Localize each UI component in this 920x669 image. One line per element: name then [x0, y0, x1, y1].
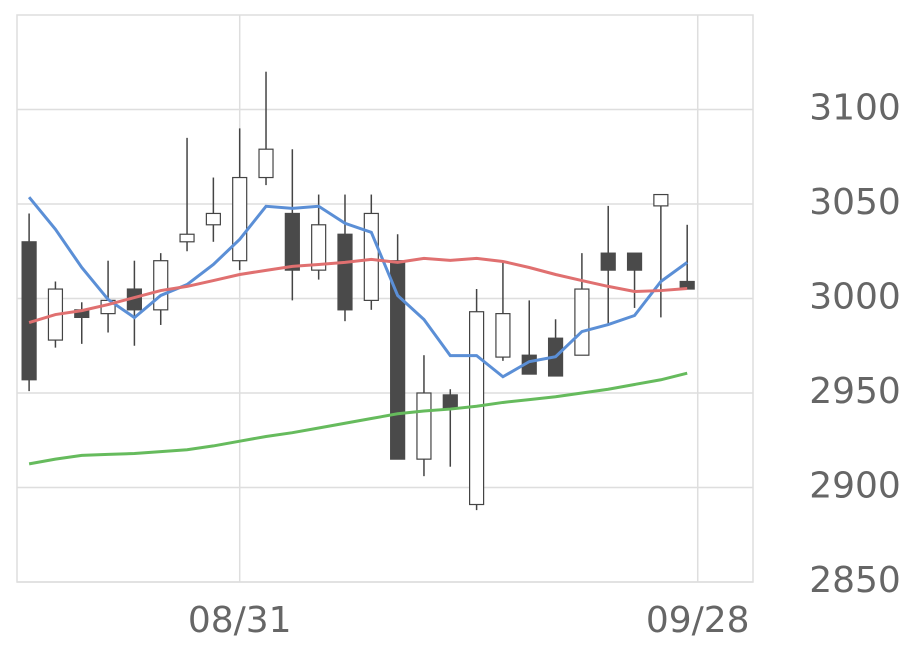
candle-body	[600, 252, 616, 271]
candle-body	[626, 252, 643, 271]
moving-average-line	[28, 256, 688, 324]
candle-body	[495, 313, 511, 358]
candle-body	[21, 241, 37, 381]
y-tick-label: 3000	[809, 277, 901, 318]
moving-average-line	[27, 196, 689, 379]
x-tick-label: 08/31	[188, 600, 292, 641]
candle-body	[416, 392, 432, 460]
candle-body	[232, 176, 248, 262]
candle-body	[284, 212, 300, 271]
candle-body	[205, 212, 221, 226]
candle-body	[179, 233, 195, 243]
candle-body	[574, 288, 590, 356]
candle-body	[442, 394, 458, 409]
candle-body	[653, 193, 669, 207]
candle-body	[311, 224, 327, 271]
candle-body	[363, 212, 379, 301]
y-tick-label: 3100	[809, 88, 901, 129]
x-tick-label: 09/28	[646, 600, 750, 641]
candle-body	[337, 233, 353, 311]
y-tick-label: 2900	[809, 466, 901, 507]
y-tick-label: 2950	[809, 371, 901, 412]
candle-body	[258, 148, 274, 179]
moving-average-line	[28, 371, 688, 466]
y-tick-label: 3050	[809, 182, 901, 223]
y-tick-label: 2850	[809, 560, 901, 601]
candle-body	[153, 260, 169, 311]
candle-body	[390, 260, 406, 460]
